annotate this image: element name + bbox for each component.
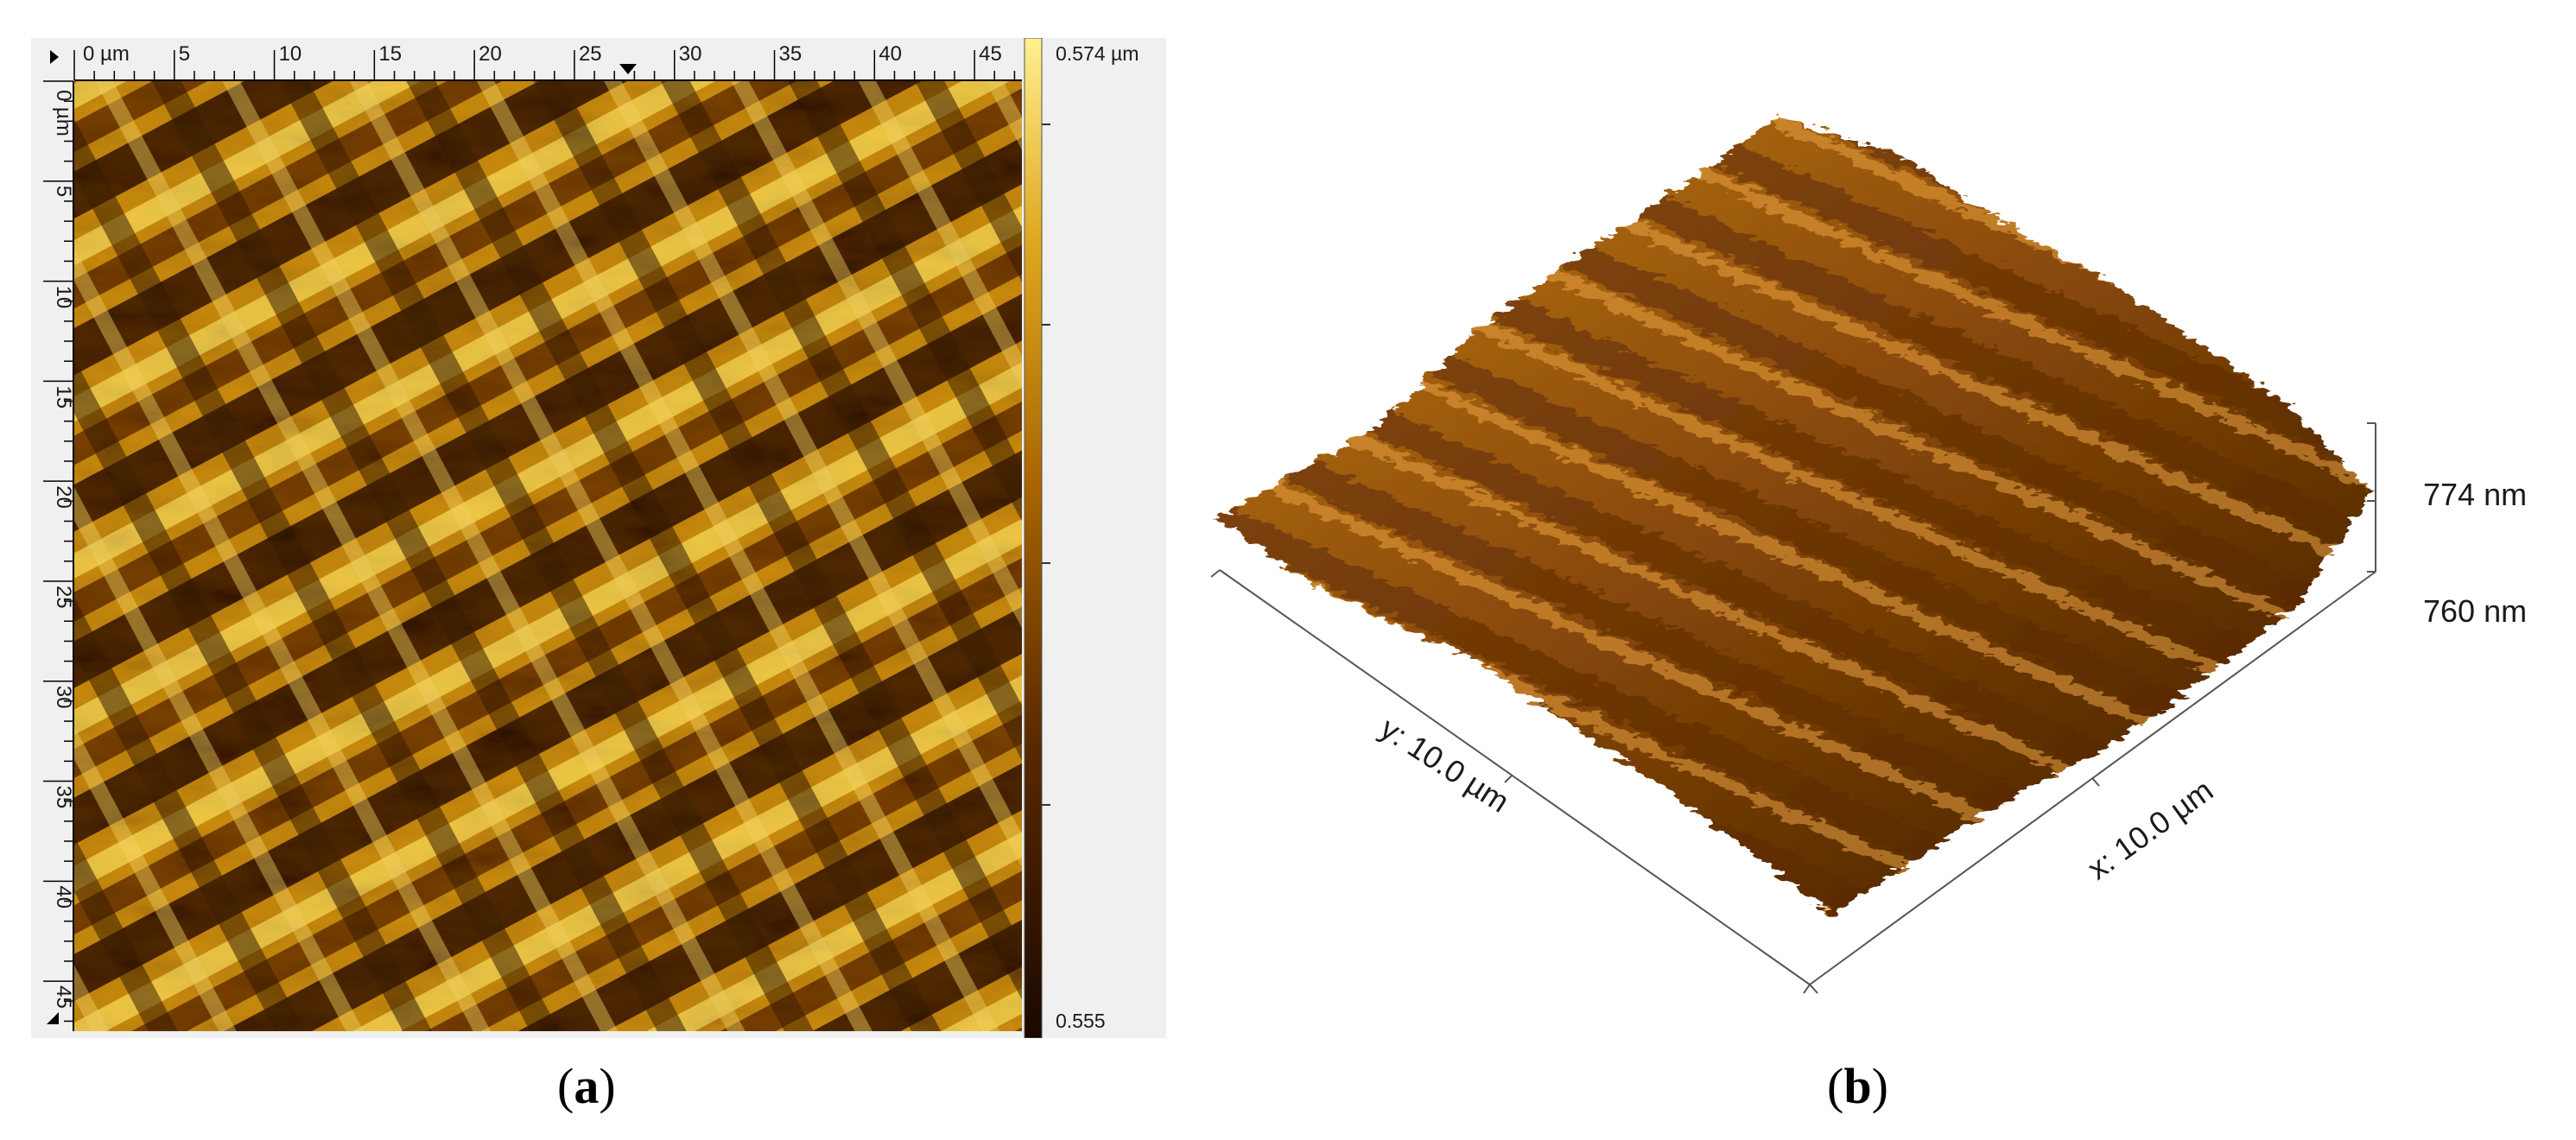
y-ruler-tick-label: 25	[52, 586, 75, 609]
x-ruler: 5 10 15 20 25 30 35 40 45	[73, 42, 1016, 80]
y-axis-label: y: 10.0 µm	[1374, 710, 1516, 819]
ruler-marker-icon[interactable]	[619, 64, 637, 74]
x-ruler-tick-label: 15	[378, 42, 402, 66]
caption-b-letter: b	[1843, 1058, 1872, 1114]
x-ruler-tick-label: 35	[779, 42, 803, 66]
y-ruler: 5 10 15 20 25 30 35 40 45	[43, 80, 75, 1023]
x-ruler-tick-label: 30	[679, 42, 702, 66]
colorbar-max-label: 0.574 µm	[1056, 42, 1139, 65]
x-ruler-tick-label: 45	[979, 42, 1002, 66]
z-top-label: 774 nm	[2423, 477, 2527, 512]
afm-3d-surface	[1218, 117, 2371, 915]
x-ruler-unit: 0 µm	[83, 42, 130, 66]
afm-2d-svg: 5 10 15 20 25 30 35 40 45 0 µm 5 10 15 20 25 30 35 40 45…	[31, 38, 1166, 1038]
caption-a-close: )	[599, 1058, 616, 1114]
y-ruler-tick-label: 35	[52, 786, 75, 809]
caption-b: (b)	[1827, 1057, 1888, 1115]
caption-a-letter: a	[574, 1058, 600, 1114]
z-bottom-label: 760 nm	[2423, 593, 2527, 629]
3d-axes	[1210, 422, 2376, 994]
x-ruler-tick-label: 20	[479, 42, 502, 66]
y-ruler-tick-label: 5	[52, 186, 75, 197]
caption-b-close: )	[1871, 1058, 1888, 1114]
x-ruler-tick-label: 10	[279, 42, 302, 66]
caption-a: (a)	[557, 1057, 616, 1115]
ruler-corner-bottom-icon	[47, 1012, 59, 1024]
y-ruler-tick-label: 40	[52, 885, 75, 909]
x-ruler-tick-label: 25	[579, 42, 602, 66]
afm-3d-panel: y: 10.0 µm x: 10.0 µm 774 nm 760 nm	[1209, 69, 2557, 1002]
y-ruler-tick-label: 15	[52, 385, 75, 408]
y-ruler-tick-label: 20	[52, 485, 75, 509]
y-ruler-tick-label: 45	[52, 985, 75, 1009]
x-axis-label: x: 10.0 µm	[2081, 772, 2220, 886]
afm-height-image	[74, 81, 1022, 1031]
x-ruler-tick-label: 5	[179, 42, 190, 66]
colorbar-min-label: 0.555	[1056, 1010, 1106, 1032]
afm-3d-svg: y: 10.0 µm x: 10.0 µm 774 nm 760 nm	[1210, 117, 2527, 994]
ruler-corner-arrow-icon[interactable]	[50, 50, 59, 64]
y-ruler-unit: 0 µm	[52, 90, 75, 136]
afm-2d-panel: 5 10 15 20 25 30 35 40 45 0 µm 5 10 15 20 25 30 35 40 45…	[31, 38, 1166, 1038]
caption-a-open: (	[557, 1058, 574, 1114]
x-ruler-tick-label: 40	[879, 42, 902, 66]
y-ruler-tick-label: 10	[52, 286, 75, 309]
y-ruler-tick-label: 30	[52, 686, 75, 709]
caption-b-open: (	[1827, 1058, 1844, 1114]
colorbar: 0.574 µm 0.555	[1024, 38, 1139, 1038]
